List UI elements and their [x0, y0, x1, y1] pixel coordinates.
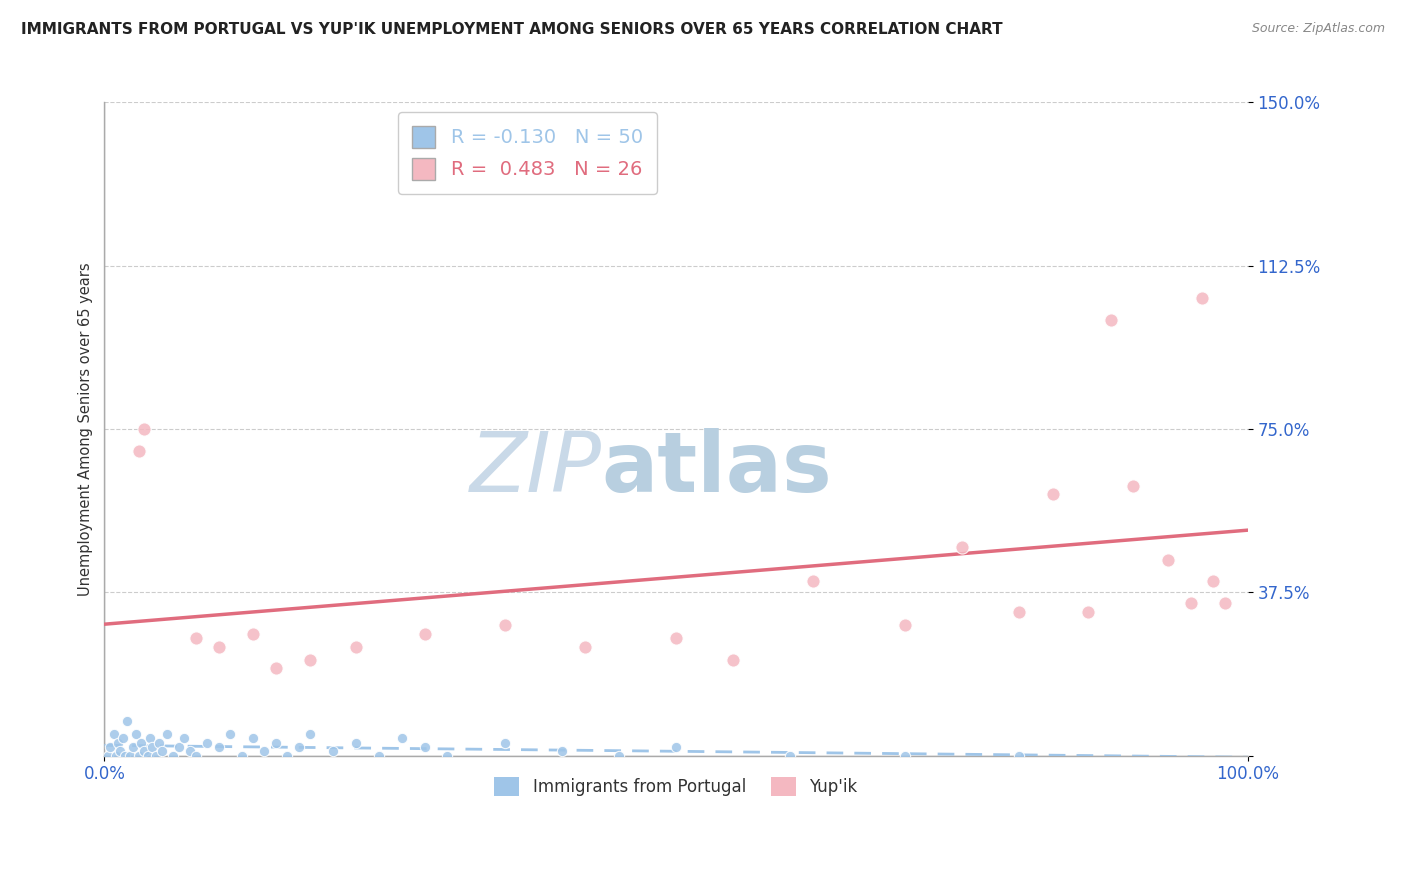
- Text: atlas: atlas: [602, 427, 832, 508]
- Point: [114, 748, 136, 763]
- Point: [117, 714, 139, 728]
- Point: [195, 735, 218, 749]
- Point: [264, 735, 287, 749]
- Point: [107, 735, 129, 749]
- Point: [141, 739, 163, 754]
- Point: [139, 731, 162, 746]
- Point: [162, 748, 184, 763]
- Point: [1099, 313, 1122, 327]
- Text: Source: ZipAtlas.com: Source: ZipAtlas.com: [1251, 22, 1385, 36]
- Point: [219, 727, 242, 741]
- Point: [97, 748, 120, 763]
- Point: [950, 540, 973, 554]
- Text: IMMIGRANTS FROM PORTUGAL VS YUP'IK UNEMPLOYMENT AMONG SENIORS OVER 65 YEARS CORR: IMMIGRANTS FROM PORTUGAL VS YUP'IK UNEMP…: [21, 22, 1002, 37]
- Point: [129, 735, 152, 749]
- Point: [413, 739, 436, 754]
- Point: [134, 744, 156, 758]
- Point: [367, 748, 389, 763]
- Point: [179, 744, 201, 758]
- Point: [1122, 478, 1144, 492]
- Point: [665, 631, 688, 645]
- Point: [150, 744, 173, 758]
- Point: [1213, 596, 1236, 610]
- Point: [344, 640, 367, 654]
- Point: [1191, 291, 1213, 305]
- Point: [122, 739, 145, 754]
- Point: [264, 661, 287, 675]
- Point: [104, 748, 127, 763]
- Point: [607, 748, 630, 763]
- Point: [148, 735, 170, 749]
- Point: [111, 731, 134, 746]
- Point: [1042, 487, 1064, 501]
- Point: [184, 748, 207, 763]
- Text: ZIP: ZIP: [470, 427, 602, 508]
- Point: [118, 748, 141, 763]
- Point: [494, 735, 516, 749]
- Point: [253, 744, 276, 758]
- Point: [242, 731, 264, 746]
- Point: [98, 739, 121, 754]
- Point: [1157, 552, 1180, 566]
- Point: [231, 748, 253, 763]
- Point: [208, 739, 231, 754]
- Point: [136, 748, 159, 763]
- Point: [276, 748, 298, 763]
- Point: [779, 748, 801, 763]
- Point: [1202, 574, 1225, 589]
- Point: [208, 640, 231, 654]
- Legend: Immigrants from Portugal, Yup'ik: Immigrants from Portugal, Yup'ik: [488, 770, 865, 803]
- Point: [184, 631, 207, 645]
- Point: [344, 735, 367, 749]
- Point: [801, 574, 824, 589]
- Point: [1077, 605, 1099, 619]
- Point: [436, 748, 458, 763]
- Point: [167, 739, 190, 754]
- Point: [128, 443, 150, 458]
- Point: [1008, 605, 1031, 619]
- Point: [287, 739, 309, 754]
- Point: [391, 731, 413, 746]
- Point: [1180, 596, 1202, 610]
- Y-axis label: Unemployment Among Seniors over 65 years: Unemployment Among Seniors over 65 years: [79, 262, 93, 596]
- Point: [125, 727, 148, 741]
- Point: [494, 618, 516, 632]
- Point: [551, 744, 574, 758]
- Point: [128, 748, 150, 763]
- Point: [145, 748, 167, 763]
- Point: [1008, 748, 1031, 763]
- Point: [103, 727, 125, 741]
- Point: [893, 618, 915, 632]
- Point: [173, 731, 195, 746]
- Point: [134, 422, 156, 436]
- Point: [322, 744, 344, 758]
- Point: [413, 626, 436, 640]
- Point: [893, 748, 915, 763]
- Point: [665, 739, 688, 754]
- Point: [242, 626, 264, 640]
- Point: [156, 727, 179, 741]
- Point: [299, 727, 322, 741]
- Point: [110, 744, 132, 758]
- Point: [721, 653, 744, 667]
- Point: [574, 640, 596, 654]
- Point: [299, 653, 322, 667]
